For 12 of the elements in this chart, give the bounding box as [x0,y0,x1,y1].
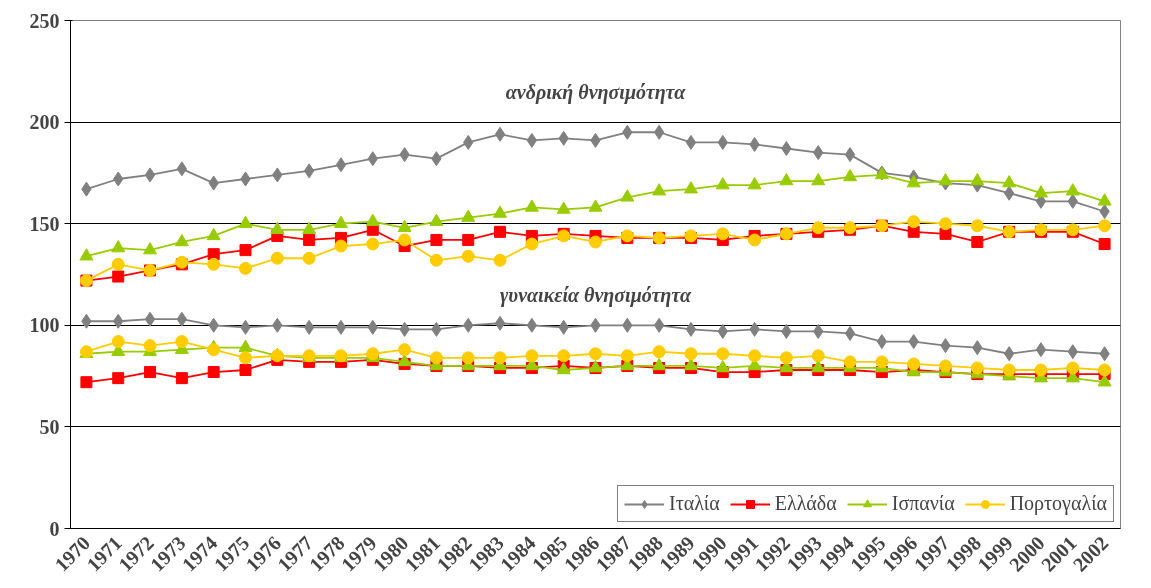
y-tick-label: 200 [29,111,60,134]
y-tick-label: 150 [29,212,60,235]
y-tick-label: 0 [49,517,60,540]
legend-label: Ελλάδα [774,492,837,515]
y-tick-label: 100 [29,314,60,337]
annotation: ανδρική θνησιμότητα [505,80,687,104]
y-tick-label: 50 [39,415,60,438]
legend-label: Πορτογαλία [1009,492,1107,515]
legend-label: Ισπανία [891,492,955,515]
y-tick-label: 250 [29,9,60,32]
annotation: γυναικεία θνησιμότητα [500,283,692,307]
legend-label: Ιταλία [669,492,720,515]
